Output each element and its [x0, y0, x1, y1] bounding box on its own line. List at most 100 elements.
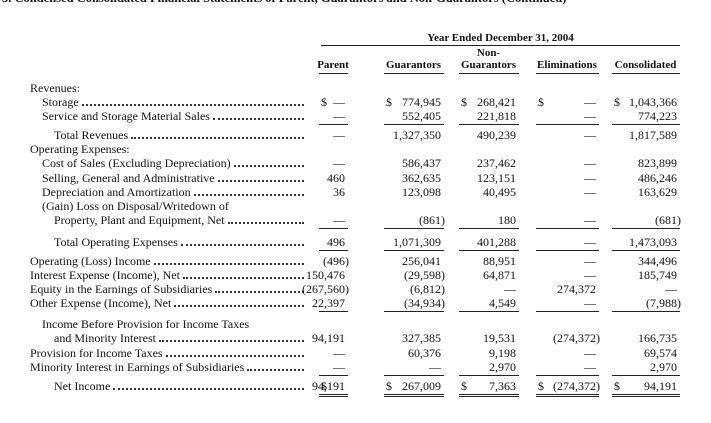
- cell-value: —: [665, 282, 677, 296]
- cell-value: 36: [333, 185, 345, 199]
- cell-value: —: [584, 109, 596, 123]
- underline: [612, 396, 680, 397]
- column-header: Parent: [317, 59, 349, 71]
- label-text: Interest Expense (Income), Net: [30, 268, 180, 282]
- currency-symbol: $: [461, 95, 467, 109]
- label-text: Operating Expenses:: [30, 142, 130, 156]
- cell-value: 1,817,589: [629, 128, 677, 142]
- underline: [459, 375, 519, 376]
- underline: [612, 394, 680, 395]
- cell-value: (274,372): [553, 331, 600, 345]
- cell-value: 774,223: [638, 109, 677, 123]
- row-label: Service and Storage Material Sales: [42, 109, 308, 123]
- cell-value: —: [584, 171, 596, 185]
- dot-leader: [233, 165, 304, 167]
- column-header: Consolidated: [614, 59, 677, 71]
- cell-value: 94,191: [312, 379, 345, 393]
- underline: [384, 228, 444, 229]
- row-label: Interest Expense (Income), Net: [30, 268, 308, 282]
- dot-leader: [113, 388, 304, 390]
- cell-value: 2,970: [489, 360, 516, 374]
- cell-value: 4,549: [489, 296, 516, 310]
- underline: [384, 250, 444, 251]
- cell-value: 586,437: [402, 156, 441, 170]
- dot-leader: [212, 118, 304, 120]
- cell-value: 490,239: [477, 128, 516, 142]
- label-text: and Minority Interest: [54, 331, 156, 345]
- underline: [319, 394, 348, 395]
- cell-value: 2,970: [650, 360, 677, 374]
- underline: [536, 228, 599, 229]
- row-label: Property, Plant and Equipment, Net: [54, 213, 308, 227]
- row-label: Operating Expenses:: [30, 142, 308, 156]
- row-label: Provision for Income Taxes: [30, 346, 308, 360]
- cell-value: —: [584, 360, 596, 374]
- underline: [319, 228, 348, 229]
- cell-value: (267,560): [302, 282, 349, 296]
- cell-value: —: [584, 268, 596, 282]
- cell-value: 268,421: [477, 95, 516, 109]
- dot-leader: [180, 244, 304, 246]
- underline: [612, 124, 680, 125]
- currency-symbol: $: [386, 379, 392, 393]
- underline: [536, 396, 599, 397]
- underline: [319, 250, 348, 251]
- row-label: Cost of Sales (Excluding Depreciation): [42, 156, 308, 170]
- cell-value: 267,009: [402, 379, 441, 393]
- cell-value: (861): [419, 213, 445, 227]
- cell-value: 94,191: [312, 331, 345, 345]
- label-text: Storage: [42, 95, 79, 109]
- cell-value: —: [584, 235, 596, 249]
- underline: [536, 375, 599, 376]
- dot-leader: [193, 194, 304, 196]
- currency-symbol: $: [538, 379, 544, 393]
- currency-symbol: $: [614, 379, 620, 393]
- label-text: Net Income: [54, 379, 111, 393]
- underline: [384, 311, 444, 312]
- cell-value: —: [333, 360, 345, 374]
- cell-value: 221,818: [477, 109, 516, 123]
- currency-symbol: $: [538, 95, 544, 109]
- row-label: Storage: [42, 95, 308, 109]
- row-label: Depreciation and Amortization: [42, 185, 308, 199]
- period-header: Year Ended December 31, 2004: [427, 32, 574, 44]
- underline: [612, 311, 680, 312]
- underline: [319, 311, 348, 312]
- cell-value: —: [584, 128, 596, 142]
- cell-value: —: [584, 95, 596, 109]
- row-label: (Gain) Loss on Disposal/Writedown of: [42, 199, 308, 213]
- dot-leader: [174, 305, 304, 307]
- currency-symbol: $: [614, 95, 620, 109]
- cell-value: (681): [655, 213, 681, 227]
- column-header-rule: [612, 73, 680, 74]
- cell-value: 1,327,350: [393, 128, 441, 142]
- cell-value: 344,496: [638, 254, 677, 268]
- column-header: Eliminations: [537, 59, 597, 71]
- cell-value: 185,749: [638, 268, 677, 282]
- cell-value: 69,574: [644, 346, 677, 360]
- underline: [384, 396, 444, 397]
- cell-value: 166,735: [638, 331, 677, 345]
- row-label: Operating (Loss) Income: [30, 254, 308, 268]
- page-title: 5. Condensed Consolidated Financial Stat…: [2, 0, 566, 5]
- label-text: Depreciation and Amortization: [42, 185, 191, 199]
- currency-symbol: $: [386, 95, 392, 109]
- cell-value: 823,899: [638, 156, 677, 170]
- cell-value: —: [584, 213, 596, 227]
- label-text: Minority Interest in Earnings of Subsidi…: [30, 360, 245, 374]
- underline: [536, 311, 599, 312]
- cell-value: 486,246: [638, 171, 677, 185]
- underline: [384, 394, 444, 395]
- cell-value: 123,098: [402, 185, 441, 199]
- cell-value: (29,598): [404, 268, 445, 282]
- underline: [319, 396, 348, 397]
- cell-value: —: [584, 185, 596, 199]
- underline: [536, 124, 599, 125]
- column-header: Guarantors: [386, 59, 441, 71]
- dot-leader: [165, 355, 304, 357]
- dot-leader: [247, 369, 304, 371]
- cell-value: 1,071,309: [393, 235, 441, 249]
- row-label: and Minority Interest: [54, 331, 308, 345]
- underline: [459, 250, 519, 251]
